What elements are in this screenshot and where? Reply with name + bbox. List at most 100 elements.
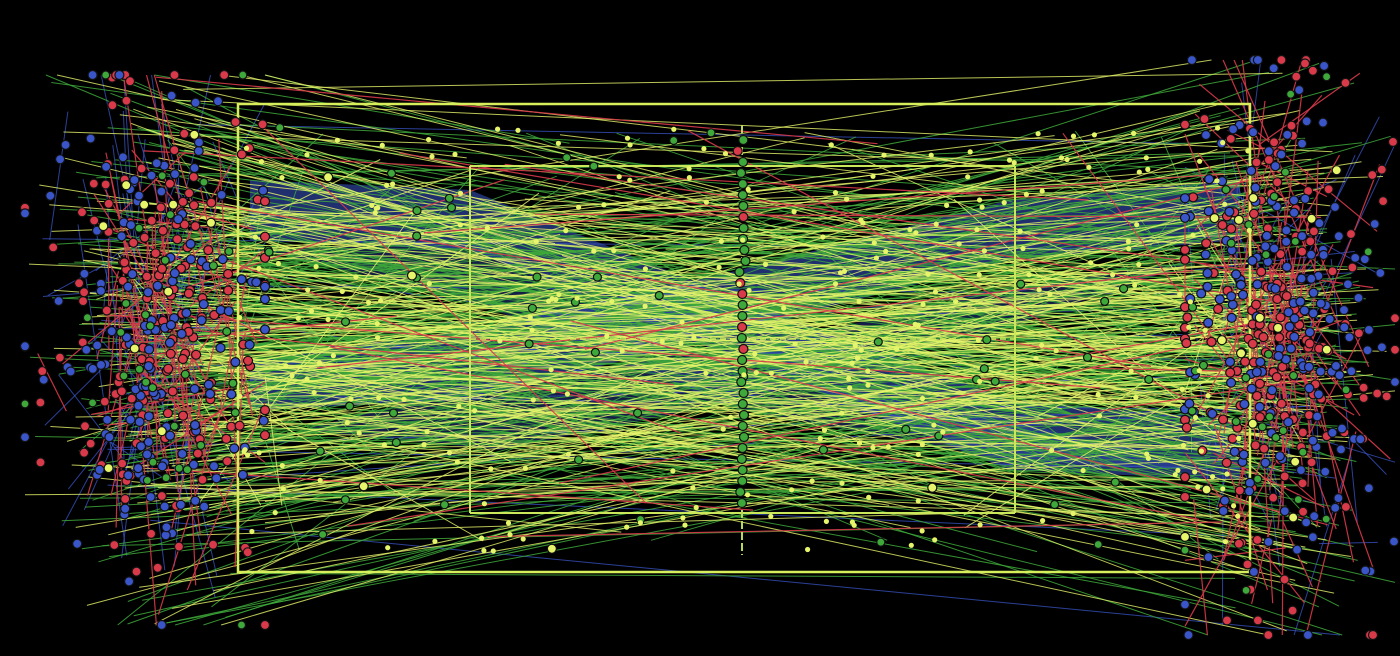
rally-shot-dot [1187, 302, 1198, 312]
winner-trajectory-line [81, 292, 1325, 408]
rally-trajectory-line [51, 82, 1239, 248]
winner-shot-dot [691, 335, 697, 341]
rally-shot-dot [738, 387, 749, 399]
winner-trajectory-line [206, 335, 1296, 581]
winner-shot-dot [803, 359, 809, 365]
rally-shot-dot [1016, 279, 1026, 289]
winner-trajectory-line [125, 302, 1289, 437]
error-shot-dot [124, 76, 136, 87]
rally-shot-dot [121, 298, 131, 309]
winner-shot-dot [1209, 213, 1220, 224]
winner-shot-dot [1095, 391, 1101, 398]
winner-shot-dot [865, 382, 871, 388]
error-trajectory-line [186, 402, 266, 591]
winner-shot-dot [1110, 272, 1116, 278]
rally-trajectory-line [171, 417, 1275, 431]
serve-shot-dot [1244, 477, 1256, 488]
winner-shot-dot [384, 182, 390, 188]
serve-shot-dot [189, 383, 200, 395]
serve-shot-dot [156, 186, 167, 197]
rally-shot-dot [737, 189, 748, 201]
error-shot-dot [126, 393, 137, 404]
winner-shot-dot [1144, 451, 1150, 457]
serve-shot-dot [193, 137, 205, 148]
serve-shot-dot [1235, 279, 1247, 290]
winner-trajectory-line [207, 400, 1271, 548]
rally-trajectory-line [583, 224, 1340, 607]
serve-shot-dot [1363, 324, 1375, 335]
winner-trajectory-line [237, 273, 1206, 399]
rally-trajectory-line [265, 197, 1256, 254]
winner-shot-dot [1214, 178, 1220, 184]
winner-trajectory-line [82, 259, 1254, 517]
winner-shot-dot [736, 281, 742, 287]
error-shot-dot [190, 221, 201, 232]
winner-trajectory-line [187, 402, 1269, 636]
serve-shot-dot [226, 389, 237, 400]
error-shot-dot [219, 69, 230, 81]
error-shot-dot [37, 366, 48, 377]
serve-trajectory-line [150, 519, 1341, 636]
serve-shot-dot [95, 359, 107, 370]
winner-shot-dot [944, 202, 950, 208]
winner-shot-dot [311, 389, 317, 396]
winner-trajectory-line [264, 74, 1207, 310]
winner-shot-dot [376, 395, 382, 401]
rally-shot-dot [736, 497, 748, 509]
winner-shot-dot [1233, 214, 1245, 225]
serve-shot-dot [211, 473, 222, 484]
winner-shot-dot [690, 485, 696, 491]
winner-shot-dot [456, 403, 462, 409]
serve-shot-dot [106, 326, 117, 337]
serve-shot-dot [1315, 298, 1326, 309]
serve-shot-dot [1291, 544, 1303, 555]
error-trajectory-line [143, 150, 1089, 201]
winner-shot-dot [1272, 322, 1284, 333]
winner-shot-dot [369, 202, 375, 208]
error-shot-dot [1225, 133, 1236, 144]
error-shot-dot [1296, 246, 1308, 257]
winner-shot-dot [849, 360, 855, 366]
winner-shot-dot [1195, 484, 1201, 490]
winner-shot-dot [283, 363, 289, 369]
error-shot-dot [35, 397, 46, 408]
winner-shot-dot [591, 248, 597, 254]
winner-shot-dot [189, 129, 200, 140]
rally-shot-dot [738, 200, 749, 212]
rally-shot-dot [161, 473, 171, 483]
rally-trajectory-line [257, 144, 1291, 294]
winner-shot-dot [981, 248, 988, 254]
rally-shot-dot [1293, 495, 1303, 505]
serve-shot-dot [53, 295, 64, 307]
rally-shot-dot [1082, 352, 1093, 362]
serve-shot-dot [151, 158, 162, 169]
serve-shot-dot [193, 145, 204, 157]
serve-trajectory-line [196, 124, 1186, 144]
winner-shot-dot [1091, 132, 1097, 138]
rally-trajectory-line [154, 303, 1245, 399]
error-trajectory-line [687, 130, 1237, 427]
serve-shot-dot [166, 90, 177, 101]
error-shot-dot [1367, 169, 1378, 181]
winner-trajectory-line [96, 197, 1288, 317]
winner-shot-dot [693, 504, 699, 511]
serve-shot-dot [1263, 536, 1274, 548]
error-shot-dot [88, 178, 99, 189]
rally-shot-dot [738, 134, 749, 146]
serve-shot-dot [1362, 345, 1373, 356]
error-shot-dot [737, 288, 748, 300]
rally-trajectory-line [264, 374, 1323, 636]
winner-shot-dot [823, 518, 830, 525]
winner-shot-dot [373, 205, 379, 211]
winner-shot-dot [313, 264, 319, 270]
serve-shot-dot [1335, 444, 1347, 455]
serve-shot-dot [1285, 343, 1297, 354]
serve-shot-dot [1274, 451, 1286, 462]
error-shot-dot [1256, 266, 1267, 277]
serve-shot-dot [1246, 383, 1257, 394]
error-trajectory-line [202, 417, 219, 459]
rally-shot-dot [740, 255, 751, 267]
winner-shot-dot [671, 126, 677, 132]
serve-shot-dot [143, 436, 154, 448]
